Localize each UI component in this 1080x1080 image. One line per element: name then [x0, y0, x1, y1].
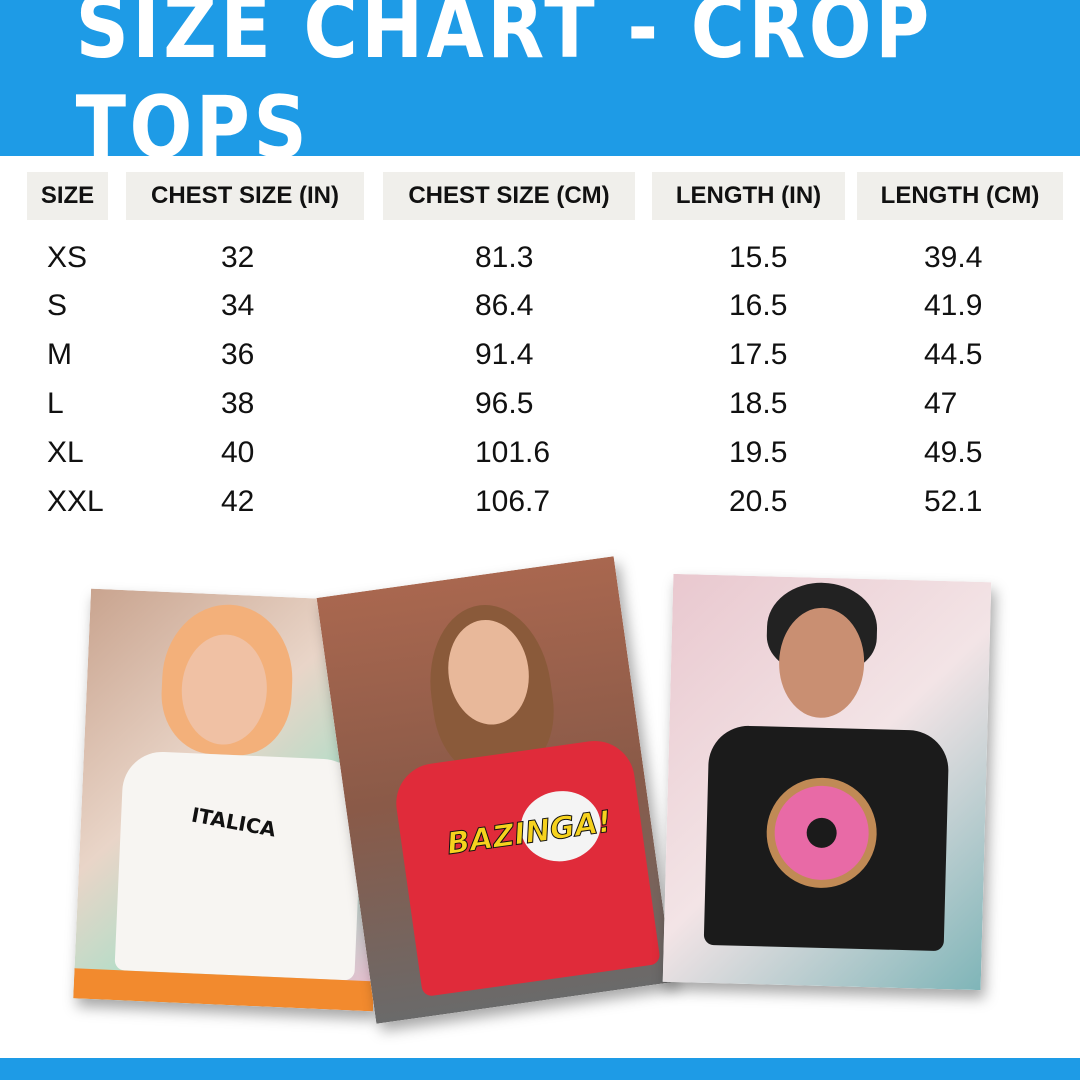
table-cell: 38 — [221, 387, 255, 420]
column-header: LENGTH (IN) — [652, 172, 845, 220]
table-cell: 96.5 — [475, 387, 534, 420]
table-cell: 47 — [924, 387, 958, 420]
table-cell: 49.5 — [924, 436, 983, 469]
column-header: CHEST SIZE (CM) — [383, 172, 635, 220]
table-cell: XXL — [47, 485, 104, 518]
table-cell: 44.5 — [924, 338, 983, 371]
table-cell: 39.4 — [924, 241, 983, 274]
photo-model-black-top — [662, 573, 992, 991]
table-cell: 101.6 — [475, 436, 551, 469]
table-cell: 86.4 — [475, 289, 534, 322]
table-cell: 20.5 — [729, 485, 788, 518]
table-cell: M — [47, 338, 72, 371]
table-cell: 52.1 — [924, 485, 983, 518]
table-cell: 32 — [221, 241, 255, 274]
bottom-bar — [0, 1058, 1080, 1080]
table-cell: L — [47, 387, 64, 420]
column-header: SIZE — [27, 172, 108, 220]
page-title: SIZE CHART - CROP TOPS — [75, 0, 933, 178]
title-banner: SIZE CHART - CROP TOPS — [0, 0, 1080, 178]
table-cell: 34 — [221, 289, 255, 322]
table-cell: 17.5 — [729, 338, 788, 371]
photo-model-red-top: BAZINGA! — [316, 556, 674, 1024]
table-cell: 18.5 — [729, 387, 788, 420]
table-cell: S — [47, 289, 68, 322]
table-cell: 91.4 — [475, 338, 534, 371]
table-cell: 36 — [221, 338, 255, 371]
table-cell: 42 — [221, 485, 255, 518]
table-cell: XS — [47, 241, 88, 274]
table-cell: 106.7 — [475, 485, 551, 518]
table-cell: 40 — [221, 436, 255, 469]
table-cell: 19.5 — [729, 436, 788, 469]
column-header: LENGTH (CM) — [857, 172, 1063, 220]
table-cell: 41.9 — [924, 289, 983, 322]
column-header: CHEST SIZE (IN) — [126, 172, 364, 220]
table-cell: 15.5 — [729, 241, 788, 274]
table-cell: 81.3 — [475, 241, 534, 274]
table-cell: 16.5 — [729, 289, 788, 322]
table-cell: XL — [47, 436, 84, 469]
